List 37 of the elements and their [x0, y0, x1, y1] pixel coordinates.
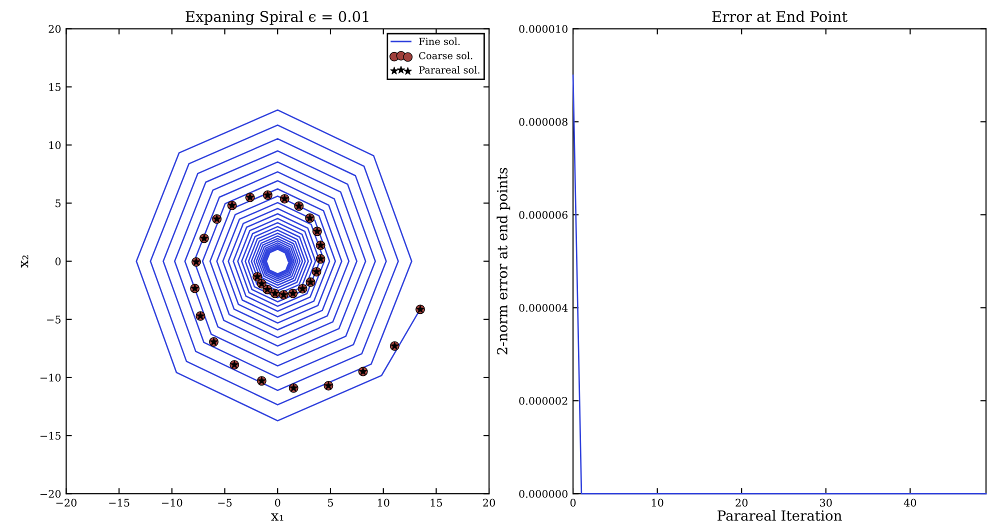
y-tick-label: 0.000004 [519, 304, 568, 312]
y-tick-label: 0 [55, 257, 61, 266]
y-tick-label: 0.000002 [519, 396, 568, 405]
x-tick-label: 30 [820, 498, 832, 507]
x-tick-label: 0 [275, 498, 280, 507]
y-axis-title: 2-norm error at end points [496, 168, 510, 354]
x-tick-label: −5 [218, 498, 232, 507]
legend-label: Fine sol. [419, 38, 460, 46]
legend-label: Parareal sol. [419, 66, 480, 74]
x-tick-label: 20 [736, 498, 748, 507]
legend-label: Coarse sol. [419, 52, 472, 60]
y-tick-label: 0.000008 [519, 118, 568, 126]
chart-title: Error at End Point [712, 10, 848, 22]
y-tick-label: −10 [40, 374, 61, 382]
x-tick-label: 10 [378, 498, 390, 507]
x-tick-label: 0 [570, 498, 576, 507]
y-tick-label: 0.000000 [519, 490, 568, 498]
y-tick-label: 10 [49, 141, 61, 150]
x-tick-label: 40 [904, 498, 916, 507]
x-tick-label: 5 [328, 498, 333, 507]
x-axis-title: Parareal Iteration [718, 510, 842, 521]
y-tick-label: 5 [56, 199, 61, 208]
y-tick-label: −5 [47, 316, 61, 324]
chart-title: Expaning Spiral ϵ = 0.01 [186, 10, 368, 26]
y-tick-label: 15 [49, 83, 61, 91]
x-tick-label: −15 [109, 498, 130, 507]
x-tick-label: −10 [162, 498, 182, 507]
y-tick-label: −20 [40, 490, 61, 498]
y-tick-label: −15 [40, 432, 61, 440]
y-tick-label: 0.000006 [519, 210, 568, 219]
y-tick-label: 20 [48, 24, 61, 33]
x-tick-label: 15 [430, 498, 442, 507]
x-tick-label: 10 [652, 498, 664, 507]
x-tick-label: 20 [483, 498, 495, 507]
y-tick-label: 0.000010 [519, 24, 568, 33]
x-axis-title: x₁ [271, 513, 284, 521]
y-axis-title: x₂ [20, 255, 28, 268]
